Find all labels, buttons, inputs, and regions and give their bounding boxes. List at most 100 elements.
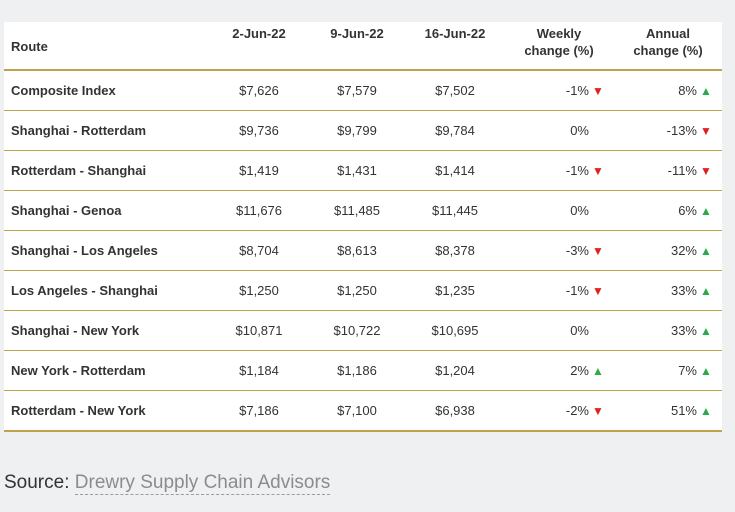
rate-date-1: $7,626	[210, 70, 308, 111]
annual-change-value: 32%	[670, 243, 697, 258]
triangle-down-icon: ▼	[592, 164, 604, 178]
rate-date-3: $10,695	[406, 310, 504, 351]
weekly-change: 0%	[504, 190, 614, 231]
route-name: Shanghai - Genoa	[4, 190, 210, 231]
annual-change-value: 33%	[670, 323, 697, 338]
rate-date-1: $8,704	[210, 230, 308, 271]
annual-change-value: -13%	[666, 123, 697, 138]
weekly-change-value: -1%	[565, 83, 589, 98]
weekly-change: -1% ▼	[504, 270, 614, 311]
triangle-up-icon: ▲	[700, 244, 712, 258]
table-row: Shanghai - Rotterdam $9,736 $9,799 $9,784 0%…	[4, 110, 722, 151]
header-date-1: 2-Jun-22	[210, 22, 308, 71]
table-header-row: Route 2-Jun-22 9-Jun-22 16-Jun-22 Weekly…	[4, 22, 722, 71]
rate-date-2: $11,485	[308, 190, 406, 231]
table-row: Shanghai - Genoa $11,676 $11,485 $11,445 0% 6…	[4, 190, 722, 231]
triangle-up-icon: ▲	[700, 364, 712, 378]
rate-date-3: $11,445	[406, 190, 504, 231]
table-body: Composite Index $7,626 $7,579 $7,502 -1% ▼ 8% ▲…	[4, 70, 722, 432]
annual-change: 33% ▲	[614, 270, 722, 311]
triangle-down-icon: ▼	[592, 404, 604, 418]
header-date-3: 16-Jun-22	[406, 22, 504, 71]
header-weekly-line2: change (%)	[524, 43, 594, 58]
weekly-change-value: 0%	[570, 123, 589, 138]
rate-date-2: $7,579	[308, 70, 406, 111]
route-name: Shanghai - Los Angeles	[4, 230, 210, 271]
weekly-change-value: 0%	[570, 203, 589, 218]
annual-change: -13% ▼	[614, 110, 722, 151]
header-weekly-line1: Weekly	[536, 26, 582, 41]
rate-date-3: $1,235	[406, 270, 504, 311]
rate-date-3: $6,938	[406, 390, 504, 432]
weekly-change: 2% ▲	[504, 350, 614, 391]
header-date-2: 9-Jun-22	[308, 22, 406, 71]
weekly-change-value: -1%	[565, 163, 589, 178]
freight-rates-table: Route 2-Jun-22 9-Jun-22 16-Jun-22 Weekly…	[4, 22, 722, 432]
table-row: Rotterdam - New York $7,186 $7,100 $6,938 -2…	[4, 390, 722, 432]
rate-date-1: $1,184	[210, 350, 308, 391]
weekly-change-value: -3%	[565, 243, 589, 258]
weekly-change: -2% ▼	[504, 390, 614, 432]
annual-change-value: 51%	[670, 403, 697, 418]
header-route: Route	[4, 22, 210, 71]
table-row: Shanghai - New York $10,871 $10,722 $10,695…	[4, 310, 722, 351]
annual-change-value: 6%	[678, 203, 697, 218]
header-annual-change: Annual change (%)	[614, 22, 722, 71]
annual-change-value: 33%	[670, 283, 697, 298]
triangle-down-icon: ▼	[700, 164, 712, 178]
weekly-change-value: 2%	[570, 363, 589, 378]
weekly-change-value: -2%	[565, 403, 589, 418]
rate-date-3: $1,204	[406, 350, 504, 391]
header-annual-line2: change (%)	[633, 43, 703, 58]
rate-date-1: $1,250	[210, 270, 308, 311]
route-name: Los Angeles - Shanghai	[4, 270, 210, 311]
rate-date-1: $9,736	[210, 110, 308, 151]
route-name: New York - Rotterdam	[4, 350, 210, 391]
rate-date-1: $1,419	[210, 150, 308, 191]
rate-date-3: $7,502	[406, 70, 504, 111]
rate-date-2: $9,799	[308, 110, 406, 151]
triangle-down-icon: ▼	[592, 84, 604, 98]
rate-date-2: $1,250	[308, 270, 406, 311]
table-row: Rotterdam - Shanghai $1,419 $1,431 $1,414 -1…	[4, 150, 722, 191]
rate-date-3: $9,784	[406, 110, 504, 151]
annual-change: -11% ▼	[614, 150, 722, 191]
triangle-up-icon: ▲	[700, 204, 712, 218]
table-row: Shanghai - Los Angeles $8,704 $8,613 $8,378…	[4, 230, 722, 271]
weekly-change-value: -1%	[565, 283, 589, 298]
route-name: Shanghai - Rotterdam	[4, 110, 210, 151]
triangle-up-icon: ▲	[700, 404, 712, 418]
route-name: Composite Index	[4, 70, 210, 111]
rate-date-1: $10,871	[210, 310, 308, 351]
source-link[interactable]: Drewry Supply Chain Advisors	[74, 472, 331, 495]
rate-date-2: $10,722	[308, 310, 406, 351]
rate-date-3: $1,414	[406, 150, 504, 191]
route-name: Rotterdam - New York	[4, 390, 210, 432]
triangle-up-icon: ▲	[592, 364, 604, 378]
header-weekly-change: Weekly change (%)	[504, 22, 614, 71]
rate-date-2: $7,100	[308, 390, 406, 432]
annual-change: 7% ▲	[614, 350, 722, 391]
triangle-up-icon: ▲	[700, 284, 712, 298]
weekly-change: 0%	[504, 310, 614, 351]
rate-date-3: $8,378	[406, 230, 504, 271]
rate-date-2: $1,186	[308, 350, 406, 391]
rate-date-2: $1,431	[308, 150, 406, 191]
rate-date-1: $7,186	[210, 390, 308, 432]
weekly-change-value: 0%	[570, 323, 589, 338]
annual-change: 51% ▲	[614, 390, 722, 432]
rate-date-2: $8,613	[308, 230, 406, 271]
triangle-down-icon: ▼	[592, 284, 604, 298]
header-annual-line1: Annual	[645, 26, 691, 41]
annual-change-value: -11%	[667, 163, 697, 178]
annual-change: 32% ▲	[614, 230, 722, 271]
annual-change: 33% ▲	[614, 310, 722, 351]
weekly-change: -1% ▼	[504, 150, 614, 191]
annual-change: 6% ▲	[614, 190, 722, 231]
triangle-up-icon: ▲	[700, 84, 712, 98]
table-row: New York - Rotterdam $1,184 $1,186 $1,204 2%…	[4, 350, 722, 391]
weekly-change: -3% ▼	[504, 230, 614, 271]
annual-change-value: 8%	[678, 83, 697, 98]
route-name: Shanghai - New York	[4, 310, 210, 351]
rates-table-card: Route 2-Jun-22 9-Jun-22 16-Jun-22 Weekly…	[4, 22, 722, 432]
